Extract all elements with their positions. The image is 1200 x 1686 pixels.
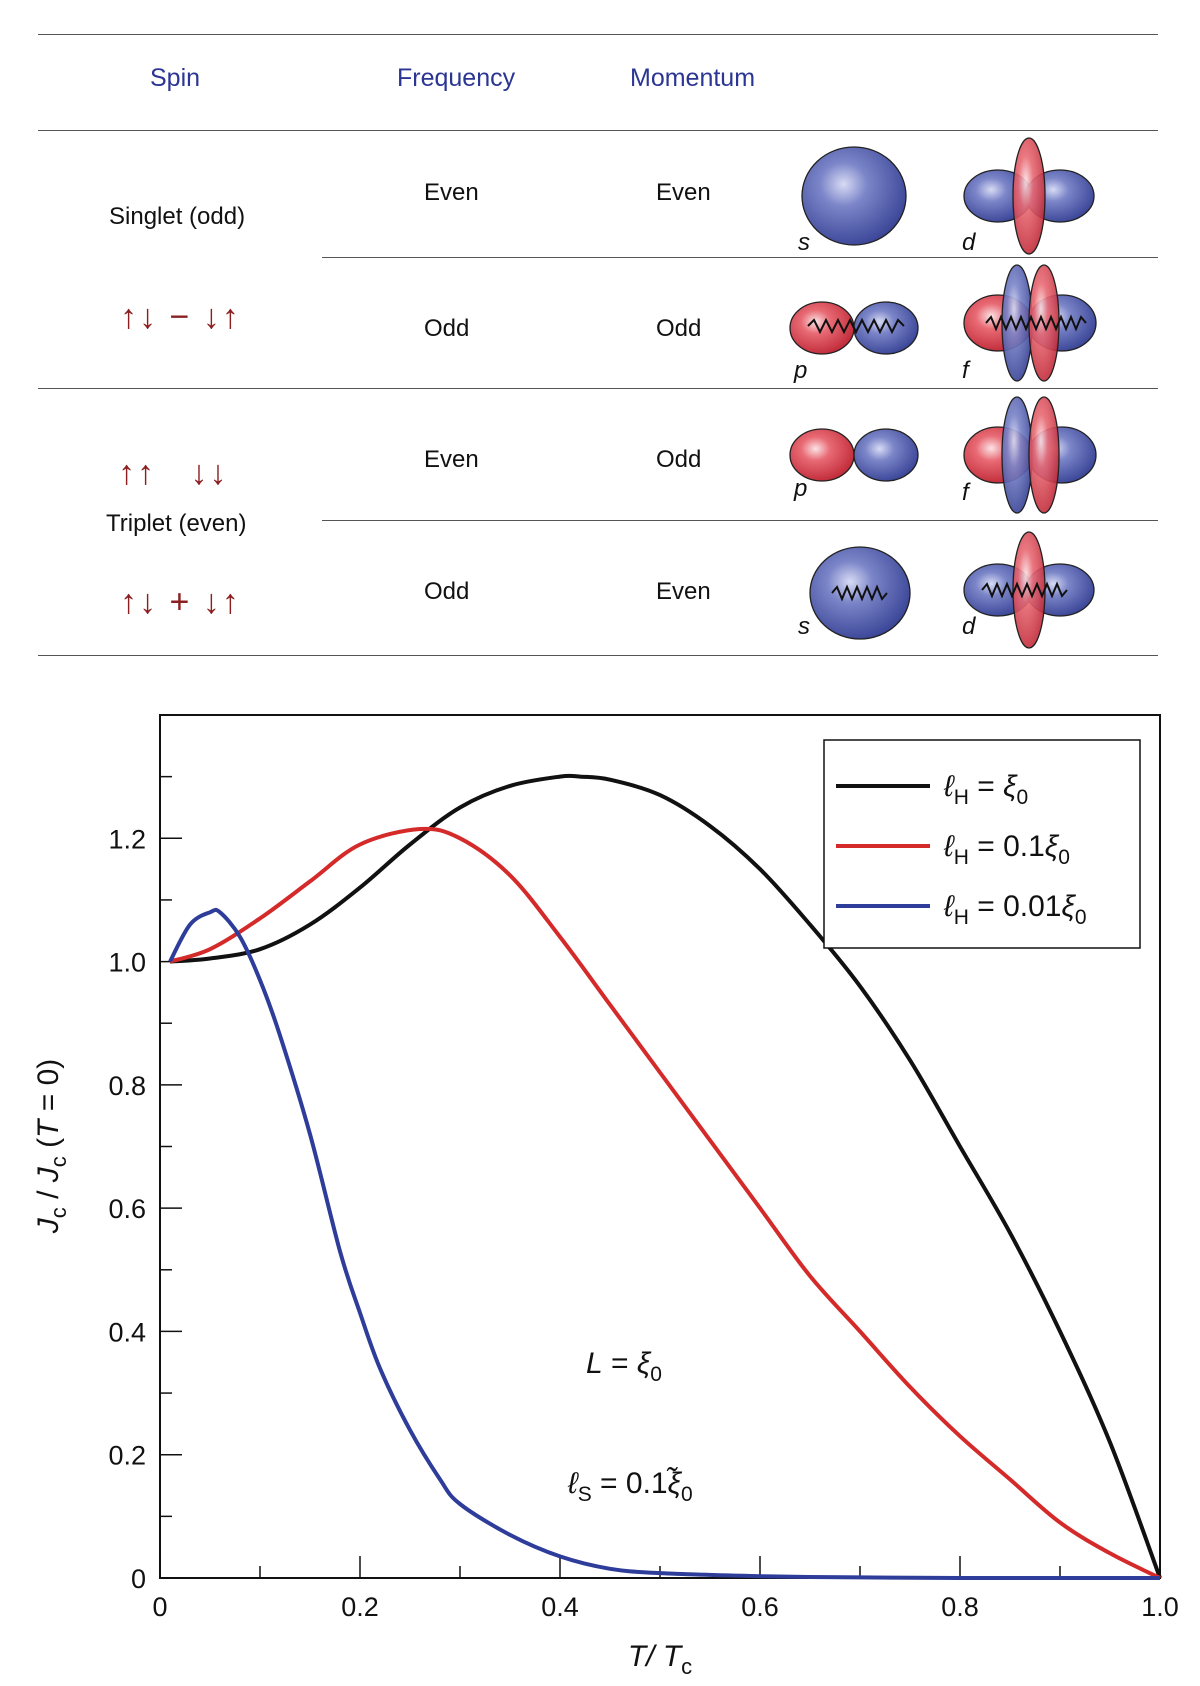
s-orbital-row4: s — [798, 546, 911, 640]
row2-momentum: Odd — [656, 315, 702, 342]
x-tick-label: 0.8 — [941, 1592, 979, 1622]
orbital-diagrams: s d p f p — [789, 137, 1097, 649]
x-tick-label: 0 — [152, 1592, 167, 1622]
x-tick-label: 1.0 — [1141, 1592, 1179, 1622]
table-top-rule — [38, 34, 1158, 35]
row4-frequency: Odd — [424, 578, 470, 605]
row1-rule — [322, 257, 1158, 258]
legend-label-3: ℓH = 0.01ξ0 — [943, 890, 1087, 929]
y-tick-label: 0.2 — [108, 1441, 146, 1471]
row4-spin: ↑↓ + ↓↑ — [120, 583, 241, 621]
orbital-label-s2: s — [798, 613, 810, 640]
data-curves — [168, 773, 1162, 1581]
row4-momentum: Even — [656, 578, 711, 605]
y-axis-title: Jc / Jc (T = 0) — [32, 1059, 71, 1235]
x-tick-label: 0.2 — [341, 1592, 379, 1622]
orbital-label-d2: d — [962, 613, 976, 640]
y-tick-label: 0.4 — [108, 1317, 146, 1347]
header-rule — [38, 130, 1158, 131]
orbital-label-p1: p — [793, 357, 807, 384]
orbital-label-d1: d — [962, 229, 976, 256]
table-bottom-rule — [38, 655, 1158, 656]
y-tick-label: 0 — [131, 1564, 146, 1594]
jc-temperature-chart: 0 0.2 0.4 0.6 0.8 1.0 0 0.2 0.4 0.6 0.8 1.0 1.2 T/ T… — [32, 714, 1179, 1679]
s-orbital-row1: s — [798, 146, 907, 256]
y-tick-label: 1.2 — [108, 824, 146, 854]
row3-spin: ↑↑ ↓↓ — [118, 454, 229, 492]
row1-frequency: Even — [424, 179, 479, 206]
header-momentum: Momentum — [630, 64, 756, 92]
row1-momentum: Even — [656, 179, 711, 206]
row3-momentum: Odd — [656, 446, 702, 473]
f-orbital-row2: f — [962, 264, 1097, 384]
group-label-singlet: Singlet (odd) — [109, 203, 246, 230]
orbital-label-p2: p — [793, 475, 807, 502]
row2-frequency: Odd — [424, 315, 470, 342]
series-line-lh-0.1xi0 — [169, 826, 1161, 1580]
annotation-length: L = ξ0 — [586, 1347, 662, 1386]
orbital-label-f1: f — [962, 357, 971, 384]
header-frequency: Frequency — [397, 64, 516, 92]
orbital-label-f2: f — [962, 479, 971, 506]
d-orbital-row1: d — [962, 137, 1095, 256]
symmetry-table: Spin Frequency Momentum Singlet (odd) Ev… — [0, 0, 1200, 660]
header-spin: Spin — [150, 64, 201, 92]
y-tick-label: 0.6 — [108, 1194, 146, 1224]
p-orbital-row2: p — [789, 301, 919, 384]
series-line-lh-0.01xi0 — [168, 907, 1161, 1581]
annotation-spin-length: ℓS = 0.1ξ̃0 — [567, 1467, 693, 1506]
p-orbital-row3: p — [789, 428, 919, 502]
y-tick-label: 1.0 — [108, 948, 146, 978]
y-tick-label: 0.8 — [108, 1071, 146, 1101]
f-orbital-row3: f — [962, 396, 1097, 514]
orbital-label-s1: s — [798, 229, 810, 256]
x-axis-title: T/ Tc — [628, 1640, 692, 1679]
group-label-triplet: Triplet (even) — [106, 510, 247, 537]
x-tick-label: 0.6 — [741, 1592, 779, 1622]
group-rule — [38, 388, 1158, 389]
legend-label-2: ℓH = 0.1ξ0 — [943, 830, 1070, 869]
row3-rule — [322, 520, 1158, 521]
legend-label-1: ℓH = ξ0 — [943, 770, 1028, 809]
legend: ℓH = ξ0 ℓH = 0.1ξ0 ℓH = 0.01ξ0 — [823, 739, 1141, 949]
d-orbital-row4: d — [962, 531, 1095, 649]
x-tick-label: 0.4 — [541, 1592, 579, 1622]
series-line-lh-xi0 — [169, 773, 1162, 1579]
axis-ticks: 0 0.2 0.4 0.6 0.8 1.0 0 0.2 0.4 0.6 0.8 1.0 1.2 — [108, 775, 1179, 1622]
row3-frequency: Even — [424, 446, 479, 473]
row2-spin: ↑↓ − ↓↑ — [120, 298, 241, 336]
